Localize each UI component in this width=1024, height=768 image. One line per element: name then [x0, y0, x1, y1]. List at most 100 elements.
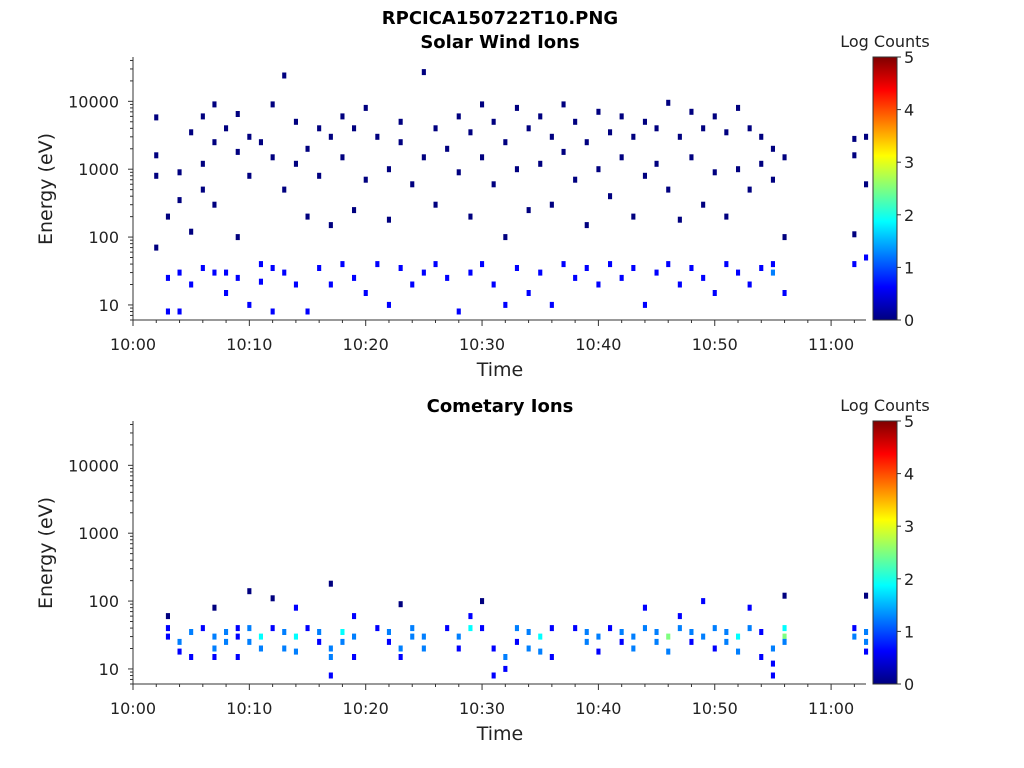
data-cell — [282, 269, 287, 276]
data-cell — [433, 125, 438, 132]
y-tick-label: 100 — [88, 228, 119, 247]
data-cell — [480, 101, 485, 108]
data-cell — [421, 69, 426, 76]
data-cell — [165, 308, 170, 315]
data-cell — [712, 290, 717, 296]
data-cell — [200, 113, 205, 120]
data-cell — [398, 645, 403, 652]
data-cell — [177, 197, 182, 204]
solar-wind-colorbar — [872, 56, 898, 321]
data-cell — [421, 154, 426, 161]
data-cell — [433, 261, 438, 268]
data-cell — [154, 172, 159, 179]
data-cell — [666, 261, 671, 268]
data-cell — [584, 139, 589, 146]
data-cell — [165, 213, 170, 220]
data-cell — [270, 308, 275, 315]
data-cell — [456, 308, 461, 315]
data-cell — [421, 269, 426, 276]
colorbar-tick-label: 3 — [904, 517, 914, 536]
data-cell — [596, 633, 601, 640]
data-cell — [770, 176, 775, 183]
data-cell — [305, 308, 310, 315]
data-cell — [549, 625, 554, 632]
cometary-title: Cometary Ions — [427, 396, 574, 417]
data-cell — [677, 625, 682, 632]
data-cell — [689, 638, 694, 645]
data-cell — [666, 633, 671, 640]
data-cell — [480, 261, 485, 268]
data-cell — [328, 222, 333, 229]
data-cell — [770, 261, 775, 268]
y-tick-label: 1000 — [78, 160, 119, 179]
cometary-panel: Cometary Ions Energy (eV) Time Log Count… — [35, 396, 930, 745]
data-cell — [654, 125, 659, 132]
data-cell — [747, 125, 752, 132]
data-cell — [352, 654, 357, 660]
data-cell — [596, 648, 601, 655]
x-tick-label: 10:50 — [692, 699, 738, 718]
data-cell — [631, 133, 636, 140]
data-cell — [608, 193, 613, 200]
data-cell — [631, 265, 636, 271]
data-cell — [258, 278, 263, 285]
data-cell — [212, 645, 217, 652]
data-cell — [852, 625, 857, 632]
data-cell — [212, 269, 217, 276]
data-cell — [747, 625, 752, 632]
data-cell — [247, 588, 252, 595]
colorbar-tick-label: 5 — [904, 412, 914, 431]
data-cell — [445, 145, 450, 152]
data-cell — [247, 301, 252, 308]
data-cell — [526, 645, 531, 652]
data-cell — [410, 625, 415, 632]
colorbar-tick-label: 2 — [904, 570, 914, 589]
data-cell — [386, 301, 391, 308]
data-cell — [666, 648, 671, 655]
data-cell — [782, 154, 787, 161]
data-cell — [596, 108, 601, 115]
data-cell — [514, 625, 519, 632]
data-cell — [666, 186, 671, 193]
data-cell — [782, 633, 787, 640]
data-cell — [328, 133, 333, 140]
data-cell — [468, 213, 473, 220]
data-cell — [386, 638, 391, 645]
data-cell — [433, 201, 438, 208]
data-cell — [736, 104, 741, 111]
data-cell — [270, 101, 275, 108]
cometary-y-label: Energy (eV) — [35, 497, 57, 609]
data-cell — [596, 166, 601, 173]
data-cell — [736, 269, 741, 276]
data-cell — [456, 113, 461, 120]
data-cell — [631, 633, 636, 640]
data-cell — [480, 154, 485, 161]
data-cell — [770, 645, 775, 652]
colorbar-tick-label: 1 — [904, 622, 914, 641]
data-cell — [712, 625, 717, 632]
data-cell — [224, 638, 229, 645]
data-cell — [212, 201, 217, 208]
data-cell — [747, 186, 752, 193]
data-cell — [864, 133, 869, 140]
data-cell — [177, 648, 182, 655]
x-tick-label: 10:30 — [459, 335, 505, 354]
data-cell — [258, 261, 263, 268]
data-cell — [549, 654, 554, 660]
data-cell — [677, 133, 682, 140]
data-cell — [224, 629, 229, 635]
data-cell — [468, 129, 473, 136]
data-cell — [782, 592, 787, 599]
data-cell — [759, 654, 764, 660]
data-cell — [852, 633, 857, 640]
data-cell — [736, 166, 741, 173]
data-cell — [340, 261, 345, 268]
data-cell — [305, 145, 310, 152]
data-cell — [352, 613, 357, 620]
data-cell — [410, 281, 415, 288]
y-tick-label: 10 — [99, 660, 119, 679]
data-cell — [689, 629, 694, 635]
data-cell — [247, 638, 252, 645]
data-cell — [526, 125, 531, 132]
solar-wind-y-label: Energy (eV) — [35, 133, 57, 245]
